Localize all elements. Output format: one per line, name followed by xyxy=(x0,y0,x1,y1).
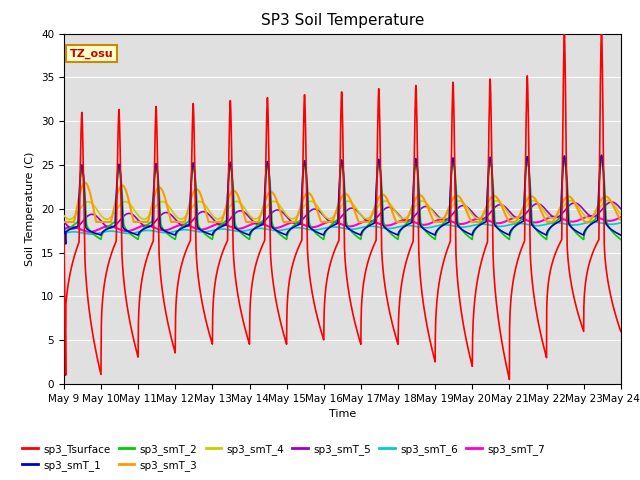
sp3_smT_6 xyxy=(589,219,597,225)
sp3_smT_2 xyxy=(124,228,132,234)
sp3_smT_2 xyxy=(598,158,605,164)
Line: sp3_smT_7: sp3_smT_7 xyxy=(64,216,621,232)
sp3_smT_2 xyxy=(60,223,68,229)
Line: sp3_smT_5: sp3_smT_5 xyxy=(64,202,621,229)
sp3_smT_2 xyxy=(62,241,70,247)
sp3_smT_7 xyxy=(86,229,93,235)
sp3_Tsurface xyxy=(546,269,554,275)
sp3_smT_6 xyxy=(298,225,306,231)
sp3_smT_7 xyxy=(546,215,554,220)
X-axis label: Time: Time xyxy=(329,409,356,419)
sp3_smT_5 xyxy=(608,199,616,205)
Line: sp3_smT_4: sp3_smT_4 xyxy=(64,201,621,219)
sp3_smT_6 xyxy=(606,221,614,227)
sp3_smT_1 xyxy=(60,223,68,229)
sp3_smT_2 xyxy=(546,226,554,231)
sp3_smT_4 xyxy=(66,216,74,222)
sp3_Tsurface xyxy=(124,305,131,311)
sp3_smT_7 xyxy=(60,226,68,232)
sp3_smT_3 xyxy=(298,200,306,205)
sp3_smT_5 xyxy=(124,211,132,216)
sp3_Tsurface xyxy=(298,238,305,243)
sp3_smT_2 xyxy=(298,193,306,199)
Legend: sp3_Tsurface, sp3_smT_1, sp3_smT_2, sp3_smT_3, sp3_smT_4, sp3_smT_5, sp3_smT_6, : sp3_Tsurface, sp3_smT_1, sp3_smT_2, sp3_… xyxy=(18,439,549,475)
sp3_smT_5 xyxy=(298,217,306,223)
sp3_smT_1 xyxy=(298,192,306,197)
sp3_Tsurface xyxy=(506,377,513,383)
sp3_smT_5 xyxy=(546,212,554,217)
sp3_smT_2 xyxy=(274,229,282,235)
sp3_smT_1 xyxy=(598,152,605,158)
sp3_smT_5 xyxy=(274,207,282,213)
sp3_smT_3 xyxy=(124,193,132,199)
sp3_smT_5 xyxy=(157,213,164,218)
sp3_smT_3 xyxy=(157,185,164,191)
sp3_smT_4 xyxy=(606,198,614,204)
sp3_smT_4 xyxy=(274,200,282,206)
Line: sp3_smT_2: sp3_smT_2 xyxy=(64,161,621,244)
Line: sp3_smT_1: sp3_smT_1 xyxy=(64,155,621,244)
sp3_Tsurface xyxy=(274,306,282,312)
sp3_Tsurface xyxy=(617,328,625,334)
sp3_smT_7 xyxy=(274,225,282,230)
sp3_smT_7 xyxy=(588,213,595,219)
sp3_smT_5 xyxy=(69,226,77,232)
sp3_smT_7 xyxy=(124,228,132,234)
Y-axis label: Soil Temperature (C): Soil Temperature (C) xyxy=(26,152,35,266)
sp3_smT_3 xyxy=(606,197,614,203)
sp3_smT_3 xyxy=(60,219,68,225)
Line: sp3_smT_6: sp3_smT_6 xyxy=(64,222,621,234)
Title: SP3 Soil Temperature: SP3 Soil Temperature xyxy=(260,13,424,28)
sp3_smT_7 xyxy=(617,215,625,220)
sp3_smT_4 xyxy=(617,212,625,217)
sp3_smT_1 xyxy=(274,228,282,234)
sp3_Tsurface xyxy=(606,290,614,296)
sp3_smT_5 xyxy=(60,219,68,225)
sp3_smT_7 xyxy=(157,227,164,233)
sp3_smT_3 xyxy=(617,217,625,223)
sp3_smT_1 xyxy=(606,226,614,231)
sp3_smT_6 xyxy=(274,228,282,233)
sp3_smT_3 xyxy=(274,201,282,206)
sp3_smT_4 xyxy=(604,198,612,204)
sp3_smT_1 xyxy=(617,232,625,238)
sp3_Tsurface xyxy=(561,31,568,36)
sp3_smT_1 xyxy=(157,225,164,231)
sp3_smT_7 xyxy=(606,218,614,224)
sp3_smT_7 xyxy=(298,221,306,227)
sp3_smT_6 xyxy=(88,231,95,237)
sp3_smT_4 xyxy=(157,199,164,205)
sp3_smT_6 xyxy=(124,230,132,236)
sp3_smT_1 xyxy=(62,241,70,247)
sp3_smT_2 xyxy=(606,226,614,232)
sp3_smT_4 xyxy=(298,207,306,213)
sp3_smT_4 xyxy=(124,200,132,205)
Line: sp3_Tsurface: sp3_Tsurface xyxy=(64,34,621,380)
sp3_smT_2 xyxy=(157,221,164,227)
Text: TZ_osu: TZ_osu xyxy=(70,48,113,59)
sp3_smT_5 xyxy=(606,199,614,205)
sp3_smT_4 xyxy=(60,213,68,218)
sp3_Tsurface xyxy=(157,272,164,278)
sp3_smT_1 xyxy=(124,228,132,234)
sp3_smT_5 xyxy=(617,206,625,212)
sp3_smT_6 xyxy=(617,220,625,226)
sp3_smT_6 xyxy=(157,229,164,235)
sp3_smT_3 xyxy=(81,180,89,186)
sp3_smT_4 xyxy=(546,215,554,220)
Line: sp3_smT_3: sp3_smT_3 xyxy=(64,183,621,222)
sp3_smT_6 xyxy=(60,230,68,236)
sp3_smT_2 xyxy=(617,237,625,242)
sp3_Tsurface xyxy=(60,232,68,238)
sp3_smT_1 xyxy=(546,225,554,231)
sp3_smT_3 xyxy=(546,219,554,225)
sp3_smT_6 xyxy=(546,220,554,226)
